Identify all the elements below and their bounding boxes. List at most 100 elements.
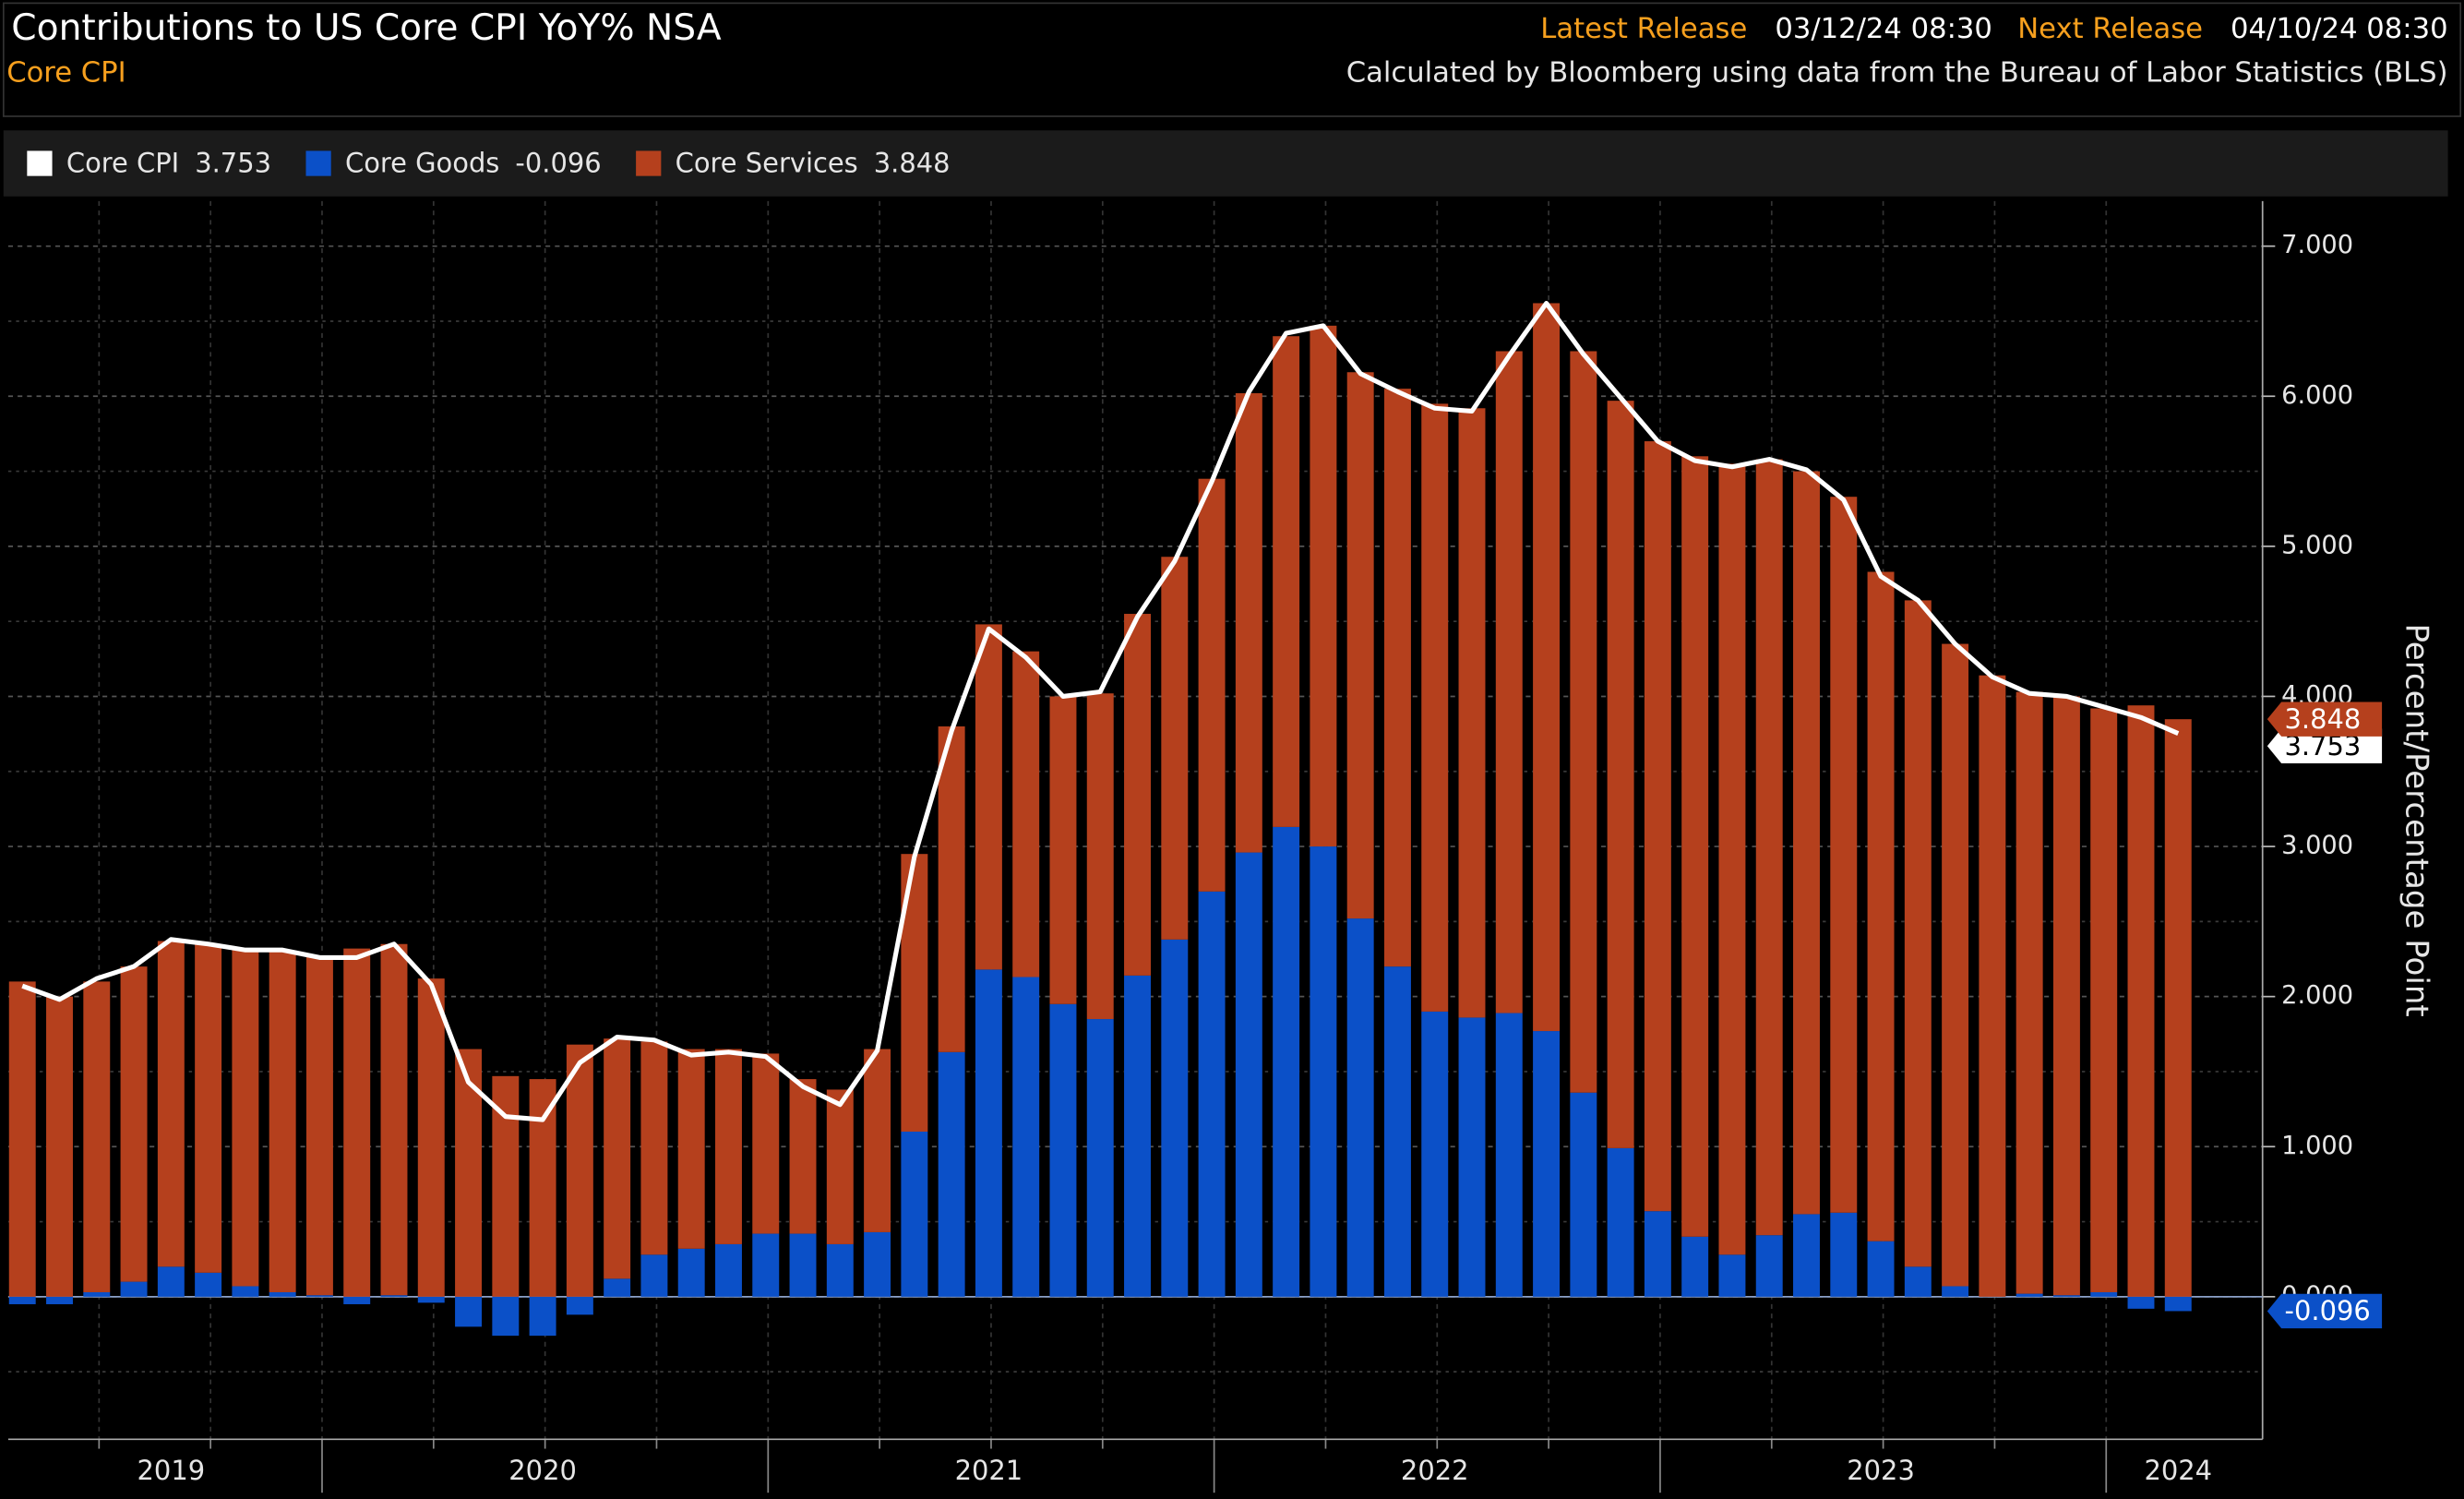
legend-swatch xyxy=(27,150,53,176)
bar xyxy=(1198,891,1226,1297)
y-tick-label: 1.000 xyxy=(2281,1132,2353,1160)
next-release-label: Next Release xyxy=(2017,13,2203,45)
bar xyxy=(305,1295,333,1297)
bar xyxy=(1755,459,1783,1236)
bar xyxy=(1718,1254,1746,1297)
bar xyxy=(826,1089,854,1244)
bar xyxy=(1310,325,1337,847)
bar xyxy=(157,941,185,1267)
bar xyxy=(975,624,1002,970)
legend-value: 3.753 xyxy=(195,148,271,179)
value-tag-label: -0.096 xyxy=(2285,1295,2371,1326)
bar xyxy=(1607,401,1634,1148)
bar xyxy=(1570,1092,1597,1297)
bar xyxy=(343,1296,371,1304)
bar xyxy=(1904,600,1932,1267)
bar xyxy=(1644,441,1671,1212)
bar xyxy=(1049,696,1077,1004)
bar xyxy=(1979,675,2006,1297)
legend-swatch xyxy=(305,150,331,176)
bar xyxy=(1273,336,1300,827)
bar xyxy=(1346,372,1374,919)
bar xyxy=(1235,852,1262,1297)
bar xyxy=(1533,303,1561,1032)
bar xyxy=(1049,1003,1077,1297)
bar xyxy=(1124,975,1151,1297)
bar xyxy=(269,1291,296,1297)
bar xyxy=(2090,1291,2118,1297)
bar xyxy=(1607,1147,1634,1297)
x-tick-label: 2020 xyxy=(508,1455,577,1486)
bar xyxy=(789,1233,817,1297)
bar xyxy=(864,1231,891,1297)
next-release: 04/10/24 08:30 xyxy=(2231,13,2448,45)
bar xyxy=(529,1079,556,1297)
bar xyxy=(8,1296,36,1304)
legend-label: Core Goods xyxy=(345,148,499,179)
bar xyxy=(1570,351,1597,1093)
bar xyxy=(938,1051,965,1297)
bar xyxy=(1867,1241,1895,1297)
bar xyxy=(1273,826,1300,1297)
bar xyxy=(789,1079,817,1234)
bar xyxy=(529,1296,556,1337)
bar xyxy=(1124,614,1151,976)
bar xyxy=(1383,389,1411,967)
bar xyxy=(677,1248,705,1297)
bar xyxy=(1086,1019,1114,1297)
legend-value: 3.848 xyxy=(874,148,951,179)
bar xyxy=(1755,1235,1783,1297)
bar xyxy=(2052,696,2080,1296)
bar xyxy=(2015,691,2043,1294)
bar xyxy=(715,1049,742,1244)
bar xyxy=(157,1266,185,1297)
value-tag xyxy=(2267,1293,2383,1329)
bar xyxy=(417,978,445,1297)
value-tag-label: 3.848 xyxy=(2285,703,2362,735)
bar xyxy=(640,1041,668,1255)
bar xyxy=(232,1286,259,1297)
bar xyxy=(195,943,222,1273)
bar xyxy=(1161,557,1189,940)
bar xyxy=(1830,497,1858,1213)
bar xyxy=(269,951,296,1292)
bar xyxy=(8,981,36,1297)
bar xyxy=(2164,1296,2192,1312)
bar xyxy=(1830,1212,1858,1297)
x-tick-label: 2024 xyxy=(2144,1455,2212,1486)
bar xyxy=(2127,705,2155,1297)
bar xyxy=(83,1291,111,1297)
bar xyxy=(1458,1017,1486,1297)
bar xyxy=(677,1049,705,1249)
bar xyxy=(455,1049,483,1297)
bar xyxy=(2127,1296,2155,1309)
y-tick-label: 2.000 xyxy=(2281,981,2353,1010)
legend-value: -0.096 xyxy=(515,148,601,179)
bar xyxy=(566,1296,593,1315)
bar xyxy=(2090,708,2118,1292)
bar xyxy=(1793,1214,1820,1297)
chart-subtitle: Core CPI xyxy=(6,57,126,90)
x-tick-label: 2019 xyxy=(138,1455,206,1486)
value-tag xyxy=(2267,728,2383,763)
bar xyxy=(195,1272,222,1297)
bar xyxy=(380,943,408,1296)
y-tick-label: 5.000 xyxy=(2281,531,2353,559)
bar xyxy=(864,1049,891,1232)
latest-release-label: Latest Release xyxy=(1540,13,1747,45)
bar xyxy=(2164,719,2192,1297)
bar xyxy=(715,1243,742,1297)
bar xyxy=(1235,393,1262,853)
x-tick-label: 2022 xyxy=(1401,1455,1469,1486)
bar xyxy=(1198,478,1226,892)
bar xyxy=(1942,643,1969,1287)
bar xyxy=(232,948,259,1287)
bar xyxy=(1681,456,1709,1237)
bar xyxy=(1793,471,1820,1215)
bar xyxy=(1458,408,1486,1018)
bar xyxy=(1533,1031,1561,1297)
bar xyxy=(1904,1266,1932,1297)
bar xyxy=(120,1281,148,1297)
bar xyxy=(752,1233,780,1297)
